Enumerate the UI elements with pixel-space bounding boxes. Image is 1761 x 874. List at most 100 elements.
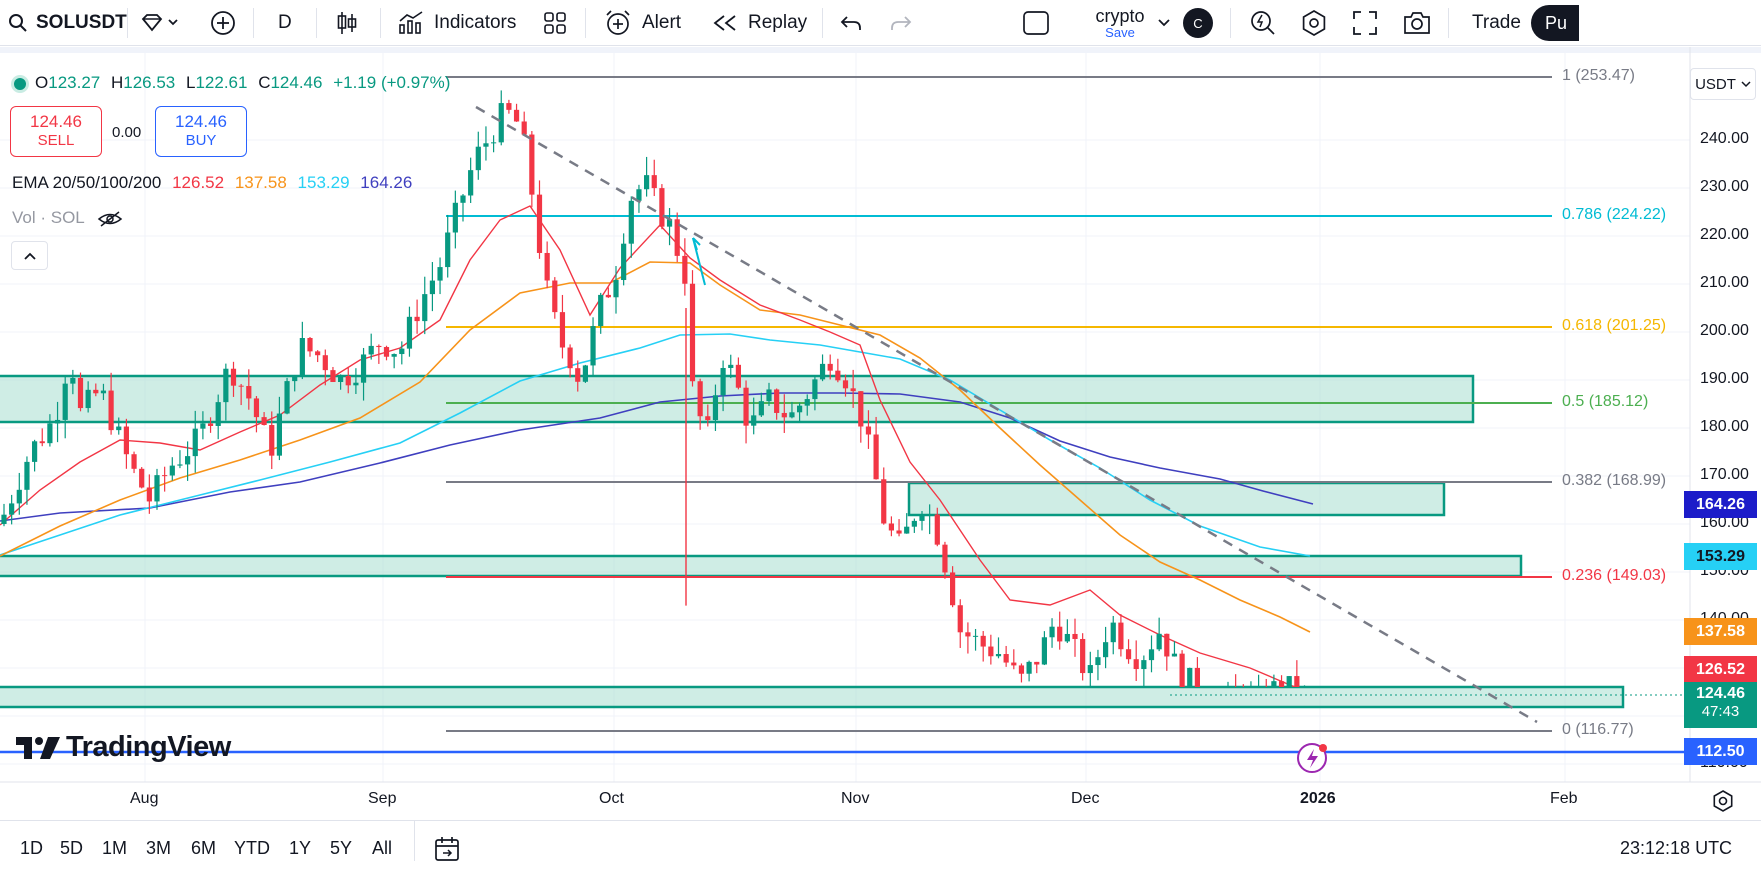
time-axis-settings-button[interactable] xyxy=(1711,789,1735,818)
indicators-label: Indicators xyxy=(434,12,517,33)
candle-body xyxy=(766,389,772,402)
candle-body xyxy=(330,370,336,383)
quick-search-button[interactable] xyxy=(1249,0,1277,46)
alert-label: Alert xyxy=(642,12,682,33)
replay-button[interactable]: Replay xyxy=(712,0,807,46)
candle-body xyxy=(238,385,244,387)
rewind-icon xyxy=(713,15,736,31)
candle-body xyxy=(751,415,757,426)
collapse-legend-button[interactable] xyxy=(11,241,48,270)
eye-hidden-icon[interactable] xyxy=(97,210,123,228)
timeframe-button-all[interactable]: All xyxy=(372,838,393,858)
buy-button[interactable]: 124.46 BUY xyxy=(155,106,247,157)
candle-body xyxy=(391,354,397,357)
redo-button[interactable] xyxy=(890,0,912,46)
candle-body xyxy=(666,219,673,227)
candle-body xyxy=(988,646,994,657)
settings-button[interactable] xyxy=(1300,0,1328,46)
tradingview-logo[interactable]: TradingView xyxy=(14,731,231,764)
candle-body xyxy=(819,363,826,380)
candle-body xyxy=(1271,681,1277,687)
candle-body xyxy=(399,348,405,355)
fib-level-label: 0 (116.77) xyxy=(1562,721,1634,738)
timeframe-button-ytd[interactable]: YTD xyxy=(234,838,270,858)
candle-body xyxy=(980,635,986,647)
candle-body xyxy=(322,355,328,371)
chart-type-button[interactable] xyxy=(336,0,358,46)
trendline[interactable] xyxy=(475,105,1538,724)
undo-button[interactable] xyxy=(840,0,862,46)
alert-button[interactable]: Alert xyxy=(604,0,681,46)
volume-legend[interactable]: Vol · SOL xyxy=(12,208,123,228)
snapshot-button[interactable] xyxy=(1402,0,1432,46)
zone-124[interactable] xyxy=(0,685,1625,709)
candle-body xyxy=(1103,642,1109,658)
layout-select-button[interactable] xyxy=(1022,0,1050,46)
timeframe-button-6m[interactable]: 6M xyxy=(191,838,217,858)
fib-retracement[interactable] xyxy=(446,76,1552,732)
templates-button[interactable] xyxy=(543,0,567,46)
user-avatar-button[interactable]: C xyxy=(1183,0,1213,46)
fullscreen-button[interactable] xyxy=(1352,0,1378,46)
hline-price-tag: 112.50 xyxy=(1684,738,1757,765)
candle-body xyxy=(154,475,160,502)
candle-body xyxy=(47,423,53,444)
buy-price: 124.46 xyxy=(175,112,227,131)
candlesticks[interactable] xyxy=(1,90,1307,724)
currency-selector[interactable]: USDT xyxy=(1690,68,1756,100)
candle-body xyxy=(850,388,856,392)
indicators-button[interactable]: Indicators xyxy=(398,0,516,46)
candle-body xyxy=(613,280,619,298)
low-label: L xyxy=(185,73,196,92)
candle-body xyxy=(720,367,726,396)
undo-icon xyxy=(840,16,861,30)
compare-symbol-button[interactable] xyxy=(210,0,236,46)
candle-body xyxy=(1011,662,1017,666)
watchlist-gem-button[interactable] xyxy=(140,0,180,46)
search-icon xyxy=(9,14,27,32)
timeframe-button-5y[interactable]: 5Y xyxy=(330,838,353,858)
candle-body xyxy=(965,632,971,637)
symbol-search[interactable]: SOLUSDT xyxy=(8,0,127,46)
timeframe-button-1d[interactable]: 1D xyxy=(20,838,44,858)
trade-button[interactable]: Trade xyxy=(1462,0,1531,46)
support-resistance-zones xyxy=(0,374,1625,709)
ema50-value: 137.58 xyxy=(234,173,287,192)
clock[interactable]: 23:12:18 UTC xyxy=(1620,838,1733,858)
candle-body xyxy=(498,103,504,143)
candle-body xyxy=(1018,665,1025,674)
candle-body xyxy=(77,377,84,409)
high-label: H xyxy=(110,73,124,92)
candle-body xyxy=(1294,676,1300,687)
timeframe-button-1y[interactable]: 1Y xyxy=(289,838,312,858)
layout-name-button[interactable]: crypto Save xyxy=(1068,0,1172,46)
candle-body xyxy=(1057,626,1063,642)
timeframe-button-1m[interactable]: 1M xyxy=(102,838,128,858)
sell-button[interactable]: 124.46 SELL xyxy=(10,106,102,157)
candle-body xyxy=(85,389,91,409)
candle-body xyxy=(797,405,803,413)
candle-body xyxy=(483,143,489,147)
publish-button[interactable]: Pu xyxy=(1531,0,1579,46)
ema-legend[interactable]: EMA 20/50/100/200 126.52 137.58 153.29 1… xyxy=(12,173,412,193)
candle-body xyxy=(139,468,145,488)
candle-body xyxy=(781,412,787,418)
buy-label: BUY xyxy=(185,132,217,149)
date-range-button[interactable] xyxy=(433,835,461,868)
timeframe-button-5d[interactable]: 5D xyxy=(60,838,84,858)
candle-body xyxy=(812,379,818,400)
candle-body xyxy=(123,426,129,455)
candle-body xyxy=(338,375,344,383)
layout-dropdown-button[interactable] xyxy=(1156,0,1172,46)
timeframe-button-3m[interactable]: 3M xyxy=(146,838,172,858)
interval-button[interactable]: D xyxy=(278,0,292,46)
candle-body xyxy=(743,387,749,426)
market-status-dot[interactable] xyxy=(14,77,26,90)
zone-150[interactable] xyxy=(0,554,1523,578)
open-label: O xyxy=(35,73,49,92)
top-shade xyxy=(0,47,1761,53)
candle-body xyxy=(93,389,99,394)
zone-165[interactable] xyxy=(907,481,1446,517)
candle-body xyxy=(888,523,894,531)
